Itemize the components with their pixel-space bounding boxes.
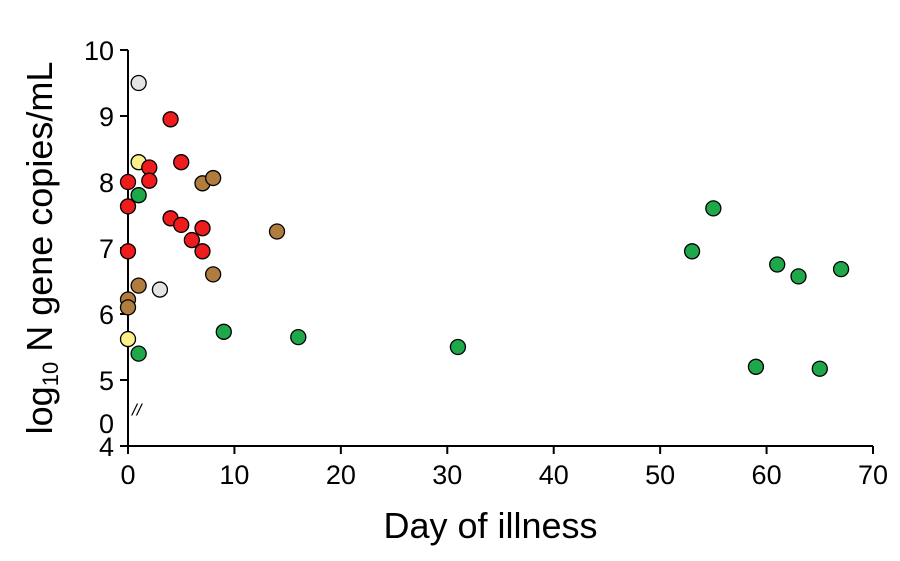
x-axis-title: Day of illness	[383, 505, 597, 546]
data-point-yellow	[119, 330, 137, 348]
data-point-green	[130, 345, 147, 362]
y-tick-label: 10	[84, 36, 114, 66]
x-tick-label: 0	[120, 460, 135, 490]
data-point-brown	[119, 299, 137, 316]
data-point-green	[790, 268, 807, 285]
y-tick-label: 7	[99, 234, 114, 264]
x-tick-label: 50	[645, 460, 675, 490]
data-point-green	[130, 187, 147, 204]
data-point-brown	[130, 277, 147, 294]
data-point-red	[173, 216, 190, 234]
data-point-green	[747, 358, 765, 375]
data-point-red	[119, 198, 137, 215]
data-point-brown	[204, 169, 222, 187]
y-tick-label: 6	[99, 300, 114, 330]
y-axis-title-log: log	[19, 386, 60, 434]
data-points	[119, 74, 850, 377]
y-tick-label: 4	[99, 432, 114, 462]
data-point-green	[832, 260, 850, 278]
x-ticks: 0 10 20 30 40 50 60 70	[120, 446, 888, 490]
y-tick-label: 9	[99, 102, 114, 132]
data-point-green	[683, 243, 701, 260]
x-tick-label: 70	[858, 460, 888, 490]
data-point-red	[183, 231, 201, 249]
data-point-brown	[268, 223, 286, 240]
x-tick-label: 20	[326, 460, 356, 490]
x-tick-label: 30	[432, 460, 462, 490]
data-point-red	[173, 154, 190, 171]
data-point-green	[449, 338, 467, 356]
x-tick-label: 40	[539, 460, 569, 490]
y-axis-title-subscript: 10	[38, 362, 63, 386]
data-point-red	[194, 220, 211, 237]
y-tick-label: 8	[99, 168, 114, 198]
y-tick-label: 5	[99, 366, 114, 396]
data-point-green	[215, 323, 232, 340]
data-point-green	[811, 360, 828, 377]
data-point-brown	[204, 266, 222, 283]
y-axis-title-rest: N gene copies/mL	[19, 62, 60, 362]
data-point-red	[141, 172, 158, 189]
data-point-red	[119, 173, 137, 191]
x-tick-label: 60	[752, 460, 782, 490]
data-point-green	[769, 256, 786, 273]
data-point-gray	[130, 74, 147, 92]
data-point-green	[290, 328, 307, 346]
data-point-red	[119, 243, 137, 260]
y-break-label: 0	[99, 409, 114, 439]
x-tick-label: 10	[219, 460, 249, 490]
data-point-gray	[151, 281, 169, 298]
y-axis-title: log10 N gene copies/mL	[19, 62, 63, 435]
axes	[127, 50, 873, 447]
data-point-red	[162, 111, 179, 128]
data-point-red	[194, 243, 211, 260]
data-point-green	[705, 200, 722, 217]
y-ticks: 4 5 6 7 8 9 10	[84, 36, 128, 462]
axis-break-mark: //	[131, 401, 144, 420]
